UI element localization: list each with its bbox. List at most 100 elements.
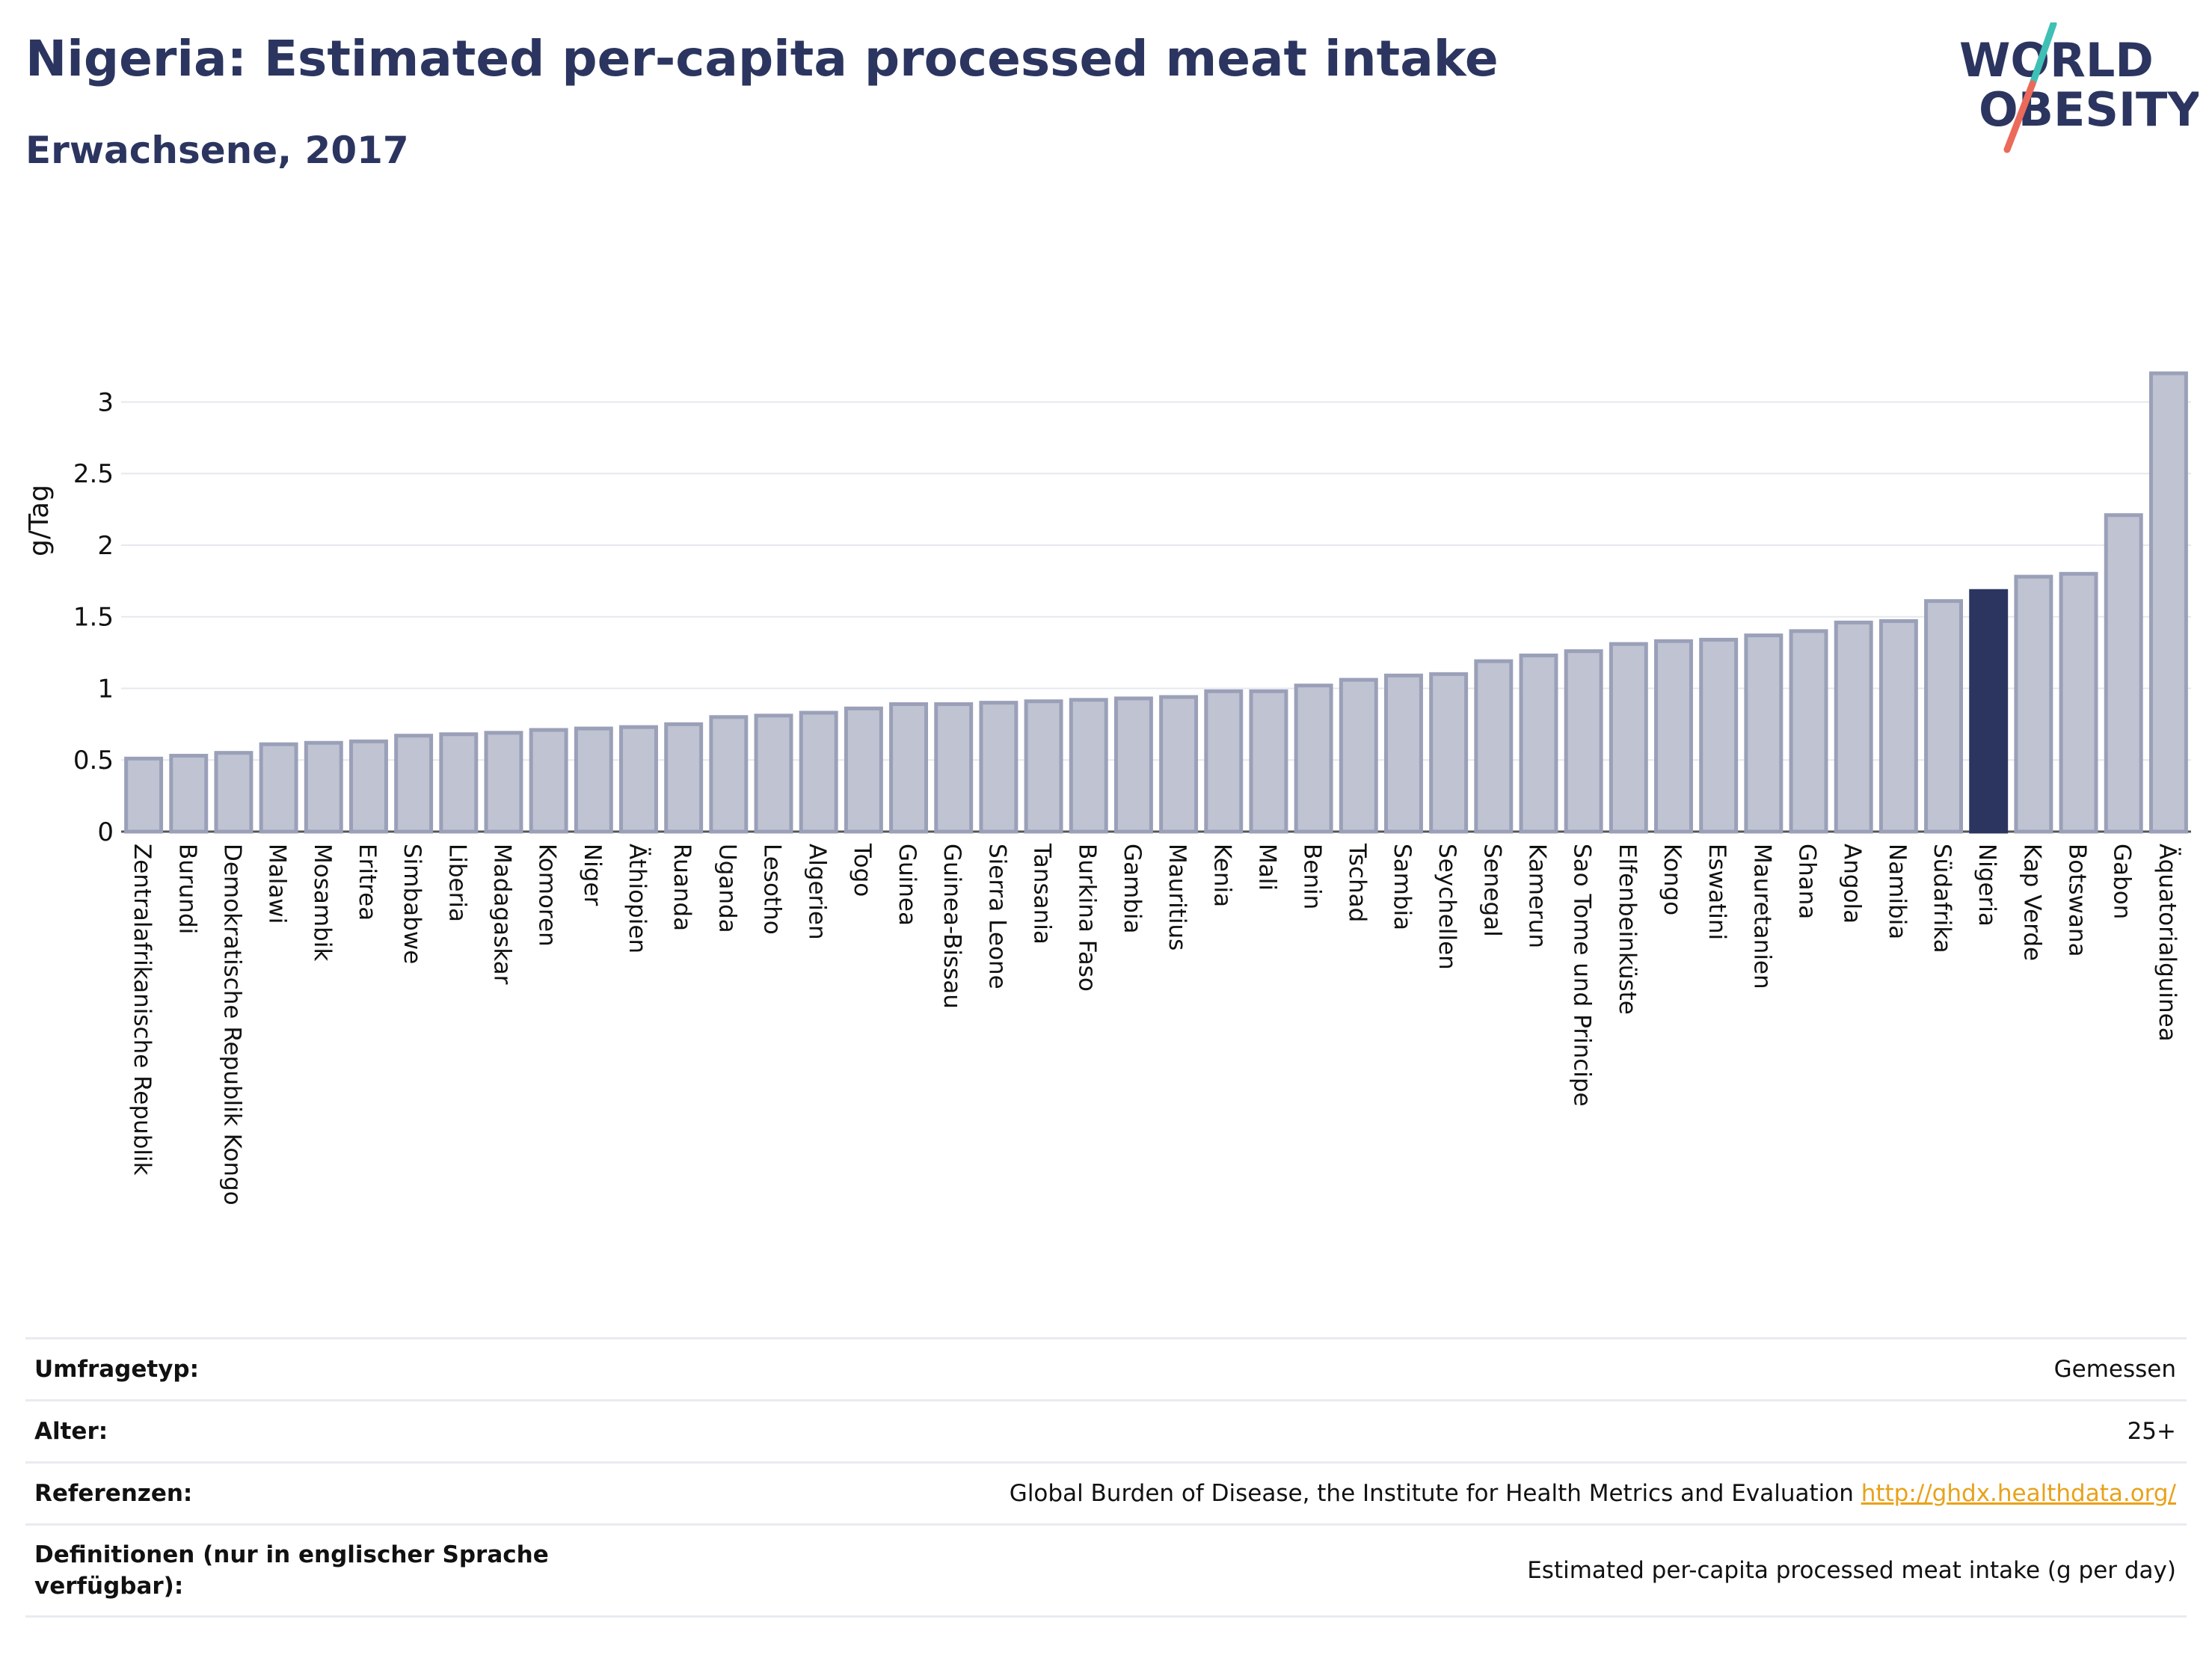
bar[interactable]	[2148, 371, 2188, 834]
bar[interactable]	[1474, 659, 1514, 834]
bar[interactable]	[348, 739, 388, 834]
bar[interactable]	[124, 756, 164, 834]
x-tick-label: Burundi	[173, 844, 200, 934]
y-tick-label: 1.5	[73, 603, 114, 633]
x-tick-label: Komoren	[534, 844, 561, 947]
bar[interactable]	[709, 715, 749, 834]
x-tick-label: Botswana	[2064, 844, 2091, 957]
bar[interactable]	[484, 731, 523, 834]
bar[interactable]	[439, 732, 479, 834]
references-text: Global Burden of Disease, the Institute …	[1009, 1480, 1854, 1507]
x-tick-label: Gambia	[1119, 844, 1146, 934]
x-tick-label: Zentralafrikanische Republik	[129, 844, 156, 1176]
x-tick-label: Äthiopien	[624, 844, 651, 954]
definitions-label: Definitionen (nur in englischer Sprache …	[34, 1541, 549, 1600]
bar[interactable]	[1024, 699, 1063, 834]
y-axis-label: g/Tag	[24, 485, 55, 556]
bar[interactable]	[1294, 684, 1333, 834]
info-row-survey: Umfragetyp: Gemessen	[25, 1337, 2187, 1399]
bar[interactable]	[1878, 618, 1918, 834]
x-tick-label: Togo	[849, 843, 876, 897]
x-tick-label: Tansania	[1029, 843, 1056, 945]
x-tick-label: Uganda	[713, 844, 740, 933]
x-tick-label: Sao Tome und Principe	[1569, 844, 1596, 1107]
bar[interactable]	[979, 701, 1019, 834]
bars	[124, 371, 2188, 834]
bar[interactable]	[889, 702, 929, 834]
bar[interactable]	[1699, 637, 1739, 834]
bar[interactable]	[664, 722, 704, 834]
bar[interactable]	[169, 753, 209, 834]
x-tick-label: Eswatini	[1703, 844, 1730, 940]
bar[interactable]	[799, 710, 838, 834]
y-tick-label: 2	[97, 531, 114, 561]
x-tick-label: Demokratische Republik Kongo	[218, 844, 245, 1206]
x-tick-label: Benin	[1299, 844, 1326, 909]
y-tick-label: 1	[97, 674, 114, 704]
bar[interactable]	[754, 713, 793, 834]
bar[interactable]	[304, 740, 343, 834]
bar[interactable]	[1113, 696, 1153, 834]
world-obesity-logo[interactable]: WORLD OBESITY	[1944, 22, 2199, 165]
x-tick-label: Niger	[579, 844, 606, 906]
x-tick-label: Madagaskar	[488, 844, 515, 985]
bar[interactable]	[1339, 678, 1378, 834]
x-tick-label: Tschad	[1344, 843, 1371, 922]
x-tick-label: Südafrika	[1929, 844, 1956, 954]
x-tick-label: Namibia	[1884, 844, 1911, 939]
info-row-age: Alter: 25+	[25, 1399, 2187, 1461]
x-tick-label: Malawi	[264, 844, 291, 924]
bar[interactable]	[1204, 689, 1244, 834]
x-tick-label: Mauretanien	[1748, 844, 1775, 989]
bar[interactable]	[394, 734, 434, 834]
bar[interactable]	[529, 728, 568, 834]
bar[interactable]	[1564, 649, 1603, 834]
definitions-value: Estimated per-capita processed meat inta…	[1527, 1557, 2176, 1584]
info-row-definitions: Definitionen (nur in englischer Sprache …	[25, 1523, 2187, 1618]
y-tick-label: 0.5	[73, 746, 114, 776]
x-tick-label: Kamerun	[1523, 844, 1550, 948]
bar[interactable]	[1069, 698, 1108, 834]
x-tick-label: Simbabwe	[399, 844, 425, 964]
bar[interactable]	[2014, 574, 2053, 834]
x-tick-label: Elfenbeinküste	[1614, 844, 1641, 1015]
bar[interactable]	[1519, 653, 1558, 834]
bar-highlight[interactable]	[1969, 589, 2009, 834]
bar[interactable]	[214, 751, 254, 834]
bar[interactable]	[574, 726, 613, 834]
bar[interactable]	[2104, 513, 2143, 834]
bar[interactable]	[1834, 620, 1873, 834]
bar[interactable]	[1654, 639, 1693, 834]
info-row-references: Referenzen: Global Burden of Disease, th…	[25, 1461, 2187, 1523]
bar[interactable]	[1609, 642, 1648, 834]
bar[interactable]	[1383, 673, 1423, 834]
x-tick-label: Lesotho	[759, 844, 786, 935]
x-tick-label: Seychellen	[1434, 844, 1460, 970]
bar[interactable]	[1159, 695, 1199, 834]
x-tick-label: Mosambik	[309, 844, 336, 961]
age-label: Alter:	[34, 1418, 108, 1445]
logo-slash-teal	[2029, 22, 2057, 87]
page-title: Nigeria: Estimated per-capita processed …	[25, 30, 1499, 87]
bar[interactable]	[844, 706, 883, 834]
x-tick-label: Ghana	[1794, 844, 1821, 919]
references-link[interactable]: http://ghdx.healthdata.org/	[1861, 1480, 2176, 1507]
bar[interactable]	[934, 702, 974, 834]
x-tick-label: Burkina Faso	[1074, 844, 1101, 992]
y-tick-label: 2.5	[73, 459, 114, 489]
references-label: Referenzen:	[34, 1480, 193, 1507]
bar[interactable]	[1924, 599, 1964, 834]
bar[interactable]	[619, 725, 658, 834]
bar[interactable]	[2059, 571, 2098, 834]
x-tick-label: Eritrea	[354, 844, 381, 921]
x-tick-label: Mauritius	[1164, 844, 1191, 951]
bar[interactable]	[1429, 672, 1469, 834]
bar[interactable]	[1744, 633, 1784, 834]
bar[interactable]	[259, 742, 298, 834]
logo-slash-coral	[2003, 80, 2036, 153]
x-tick-label: Angola	[1839, 844, 1866, 924]
survey-label: Umfragetyp:	[34, 1356, 199, 1383]
bar[interactable]	[1789, 629, 1828, 834]
x-tick-label: Gabon	[2109, 844, 2136, 919]
bar[interactable]	[1249, 689, 1288, 834]
